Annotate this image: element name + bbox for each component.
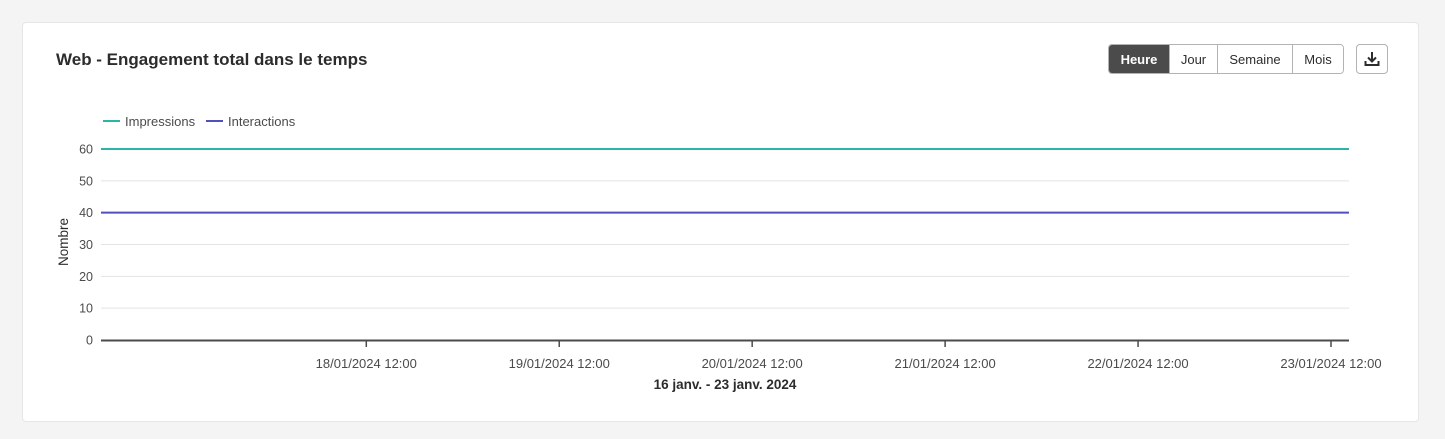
- y-tick-label: 50: [79, 174, 93, 188]
- y-tick-label: 20: [79, 270, 93, 284]
- granularity-week-button[interactable]: Semaine: [1217, 45, 1292, 73]
- y-tick-label: 0: [86, 334, 93, 348]
- y-tick-label: 10: [79, 302, 93, 316]
- granularity-toggle: Heure Jour Semaine Mois: [1108, 44, 1344, 74]
- download-icon: [1364, 52, 1380, 66]
- x-tick-label: 19/01/2024 12:00: [509, 356, 610, 371]
- legend-label-impressions[interactable]: Impressions: [125, 114, 196, 129]
- x-tick-label: 21/01/2024 12:00: [895, 356, 996, 371]
- x-tick-label: 18/01/2024 12:00: [316, 356, 417, 371]
- granularity-month-button[interactable]: Mois: [1292, 45, 1343, 73]
- legend-label-interactions[interactable]: Interactions: [228, 114, 296, 129]
- y-tick-label: 30: [79, 238, 93, 252]
- y-axis-title: Nombre: [56, 218, 71, 266]
- x-tick-label: 23/01/2024 12:00: [1280, 356, 1381, 371]
- granularity-day-button[interactable]: Jour: [1169, 45, 1217, 73]
- x-axis-title: 16 janv. - 23 janv. 2024: [654, 377, 797, 392]
- y-tick-label: 60: [79, 143, 93, 157]
- chart-card: Web - Engagement total dans le temps Heu…: [22, 22, 1419, 422]
- granularity-hour-button[interactable]: Heure: [1109, 45, 1169, 73]
- x-tick-label: 20/01/2024 12:00: [702, 356, 803, 371]
- download-button[interactable]: [1356, 44, 1388, 74]
- y-tick-label: 40: [79, 206, 93, 220]
- x-tick-label: 22/01/2024 12:00: [1087, 356, 1188, 371]
- chart-title: Web - Engagement total dans le temps: [56, 50, 368, 69]
